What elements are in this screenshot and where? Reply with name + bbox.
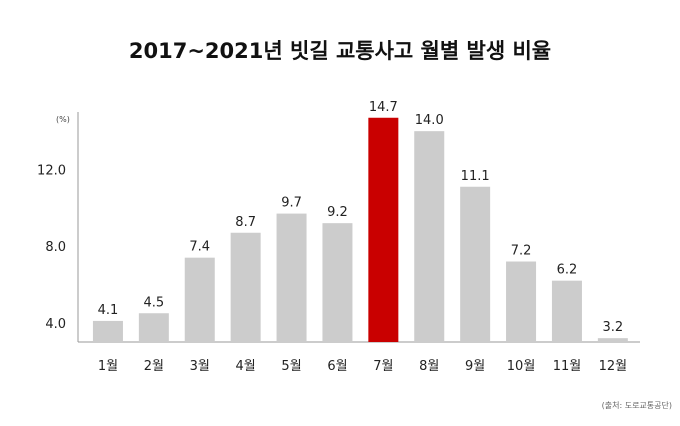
x-category-label: 3월 [190, 359, 210, 374]
source-note: (출처: 도로교통공단) [602, 400, 672, 410]
x-category-label: 1월 [98, 359, 118, 374]
data-label: 8.7 [235, 215, 256, 230]
data-label: 9.7 [281, 196, 302, 211]
bar [184, 257, 215, 342]
data-label: 14.0 [415, 113, 444, 128]
bar [460, 186, 491, 342]
data-label: 14.7 [369, 100, 398, 115]
y-tick-label: 4.0 [45, 317, 66, 332]
chart-title: 2017~2021년 빗길 교통사고 월별 발생 비율 [129, 39, 551, 63]
bar [597, 338, 628, 342]
x-category-label: 9월 [465, 359, 485, 374]
x-category-label: 12월 [599, 359, 628, 374]
data-label: 9.2 [327, 205, 348, 220]
bar [414, 131, 445, 342]
bar [276, 213, 307, 342]
data-labels: 4.1 4.5 7.4 8.7 9.7 9.2 14.7 14.0 11.1 7.2 6.2 3.2 [98, 100, 624, 335]
bars [92, 117, 628, 342]
data-label: 4.1 [98, 303, 119, 318]
bar [322, 223, 353, 342]
bar [230, 232, 261, 342]
data-label: 6.2 [557, 263, 578, 278]
x-category-label: 10월 [507, 359, 536, 374]
y-axis-ticks: 4.0 8.0 12.0 [37, 164, 66, 332]
x-category-label: 6월 [327, 359, 347, 374]
x-category-label: 7월 [373, 359, 393, 374]
bar [138, 313, 169, 342]
x-category-label: 11월 [553, 359, 582, 374]
data-label: 4.5 [144, 295, 165, 310]
x-category-label: 5월 [281, 359, 301, 374]
data-label: 7.2 [511, 244, 532, 259]
bar [506, 261, 537, 342]
x-category-label: 8월 [419, 359, 439, 374]
data-label: 7.4 [189, 240, 210, 255]
y-tick-label: 8.0 [45, 240, 66, 255]
data-label: 11.1 [461, 169, 490, 184]
x-category-label: 2월 [144, 359, 164, 374]
bar [92, 320, 123, 342]
y-tick-label: 12.0 [37, 164, 66, 179]
bar [551, 280, 582, 342]
x-category-label: 4월 [236, 359, 256, 374]
bar [368, 117, 399, 342]
data-label: 3.2 [603, 320, 624, 335]
category-labels: 1월 2월 3월 4월 5월 6월 7월 8월 9월 10월 11월 12월 [98, 359, 627, 374]
y-axis-unit: (%) [56, 115, 70, 124]
